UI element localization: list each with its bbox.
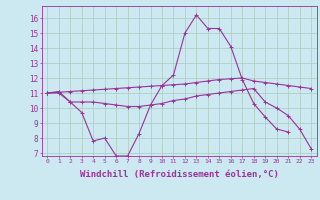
X-axis label: Windchill (Refroidissement éolien,°C): Windchill (Refroidissement éolien,°C) <box>80 170 279 179</box>
